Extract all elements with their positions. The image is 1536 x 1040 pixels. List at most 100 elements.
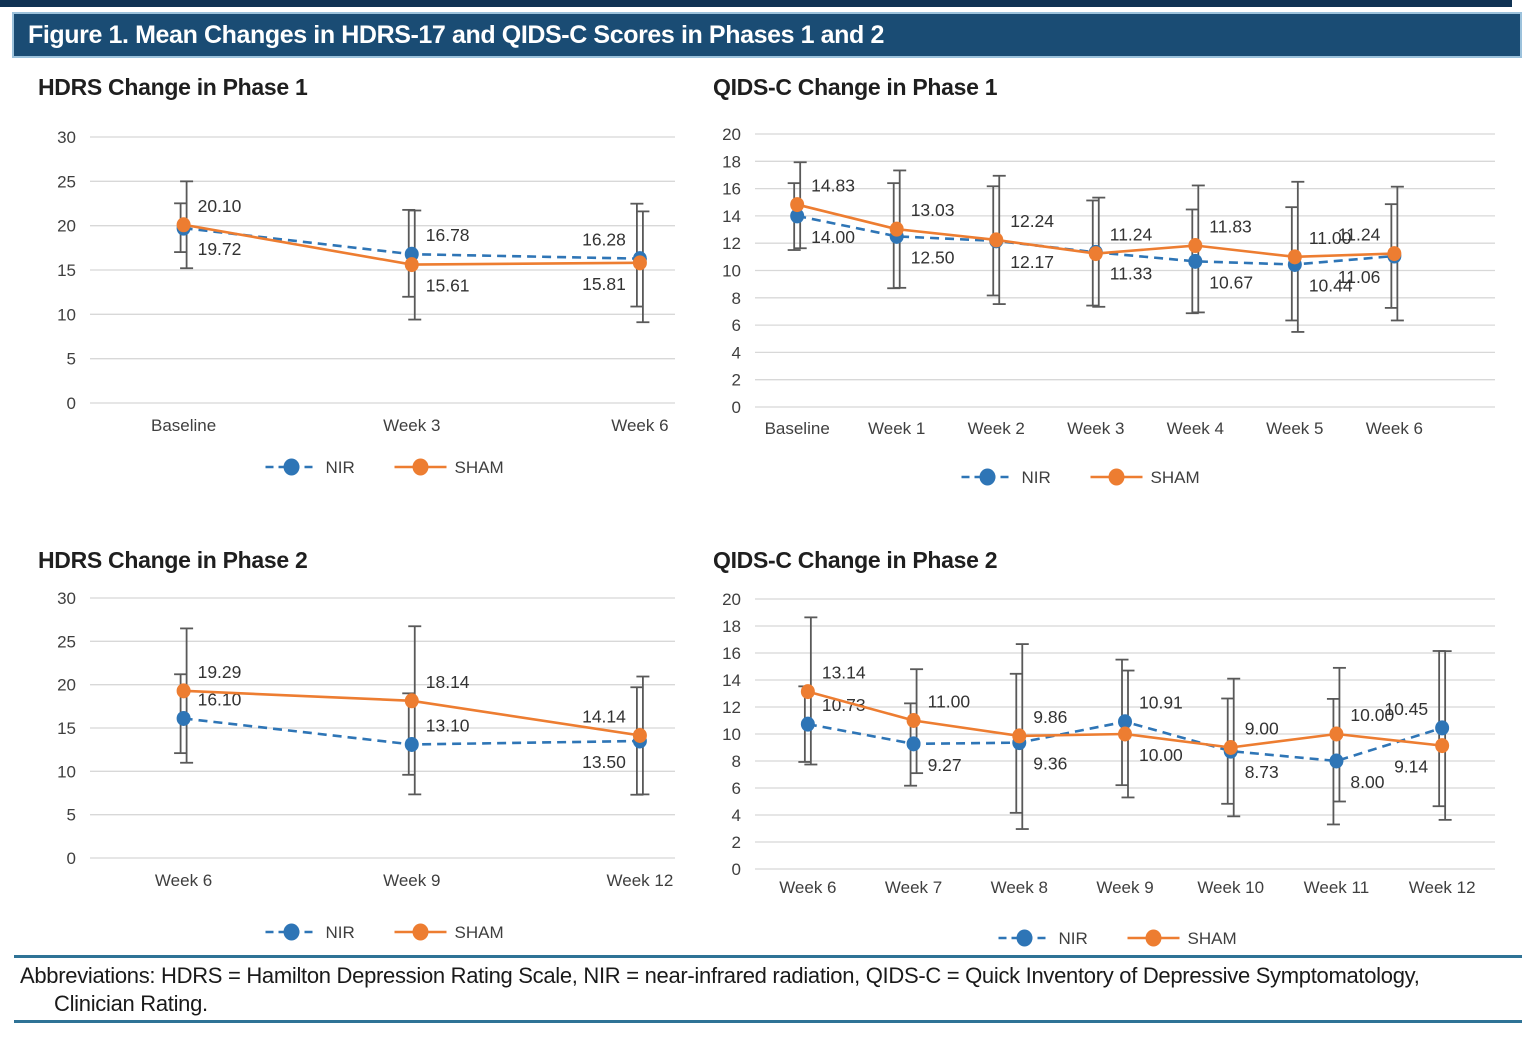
legend-marker-sham (412, 458, 429, 476)
nir-data-label: 11.06 (1338, 267, 1381, 287)
sham-data-label: 20.10 (198, 196, 242, 216)
y-tick-label: 18 (722, 617, 741, 636)
sham-data-label: 11.00 (928, 692, 971, 712)
sham-data-label: 15.81 (582, 274, 626, 294)
sham-data-label: 9.00 (1245, 719, 1279, 739)
sham-marker (1387, 246, 1402, 262)
y-tick-label: 16 (722, 644, 741, 663)
y-tick-label: 0 (67, 849, 76, 868)
legend-marker-sham (1145, 929, 1162, 947)
sham-data-label: 14.83 (811, 176, 855, 196)
nir-data-label: 10.67 (1209, 272, 1253, 292)
y-tick-label: 18 (722, 152, 741, 171)
legend-marker-nir (1016, 929, 1033, 947)
sham-marker (800, 684, 815, 700)
footer-abbreviations: Abbreviations: HDRS = Hamilton Depressio… (20, 962, 1525, 1018)
hdrs-phase1-chart: 0 5 10 15 20 25 30 Baseline Week 3 Week 6 19.72 16.… (57, 128, 675, 477)
y-tick-label: 4 (732, 343, 741, 362)
legend-marker-sham (412, 923, 429, 941)
sham-marker (1223, 740, 1238, 755)
sham-marker (1012, 728, 1027, 744)
legend-label-sham: SHAM (455, 923, 504, 942)
nir-marker (1188, 253, 1203, 269)
chart-title-hdrs-phase1: HDRS Change in Phase 1 (38, 74, 308, 100)
hdrs-phase2-chart: 0 5 10 15 20 25 30 Week 6 Week 9 Week 12 16.10 13.1… (57, 589, 675, 942)
legend-label-nir: NIR (1059, 929, 1088, 948)
legend-marker-sham (1108, 468, 1125, 486)
y-tick-label: 30 (57, 128, 76, 147)
sham-marker (176, 683, 191, 699)
legend-marker-nir (979, 468, 996, 486)
y-tick-label: 20 (722, 125, 741, 144)
sham-data-label: 10.00 (1350, 705, 1394, 725)
nir-data-label: 11.33 (1110, 263, 1153, 283)
sham-data-label: 14.14 (582, 706, 626, 726)
sham-data-label: 13.14 (822, 663, 866, 683)
sham-data-label: 15.61 (426, 276, 470, 296)
nir-marker (404, 246, 419, 262)
sham-data-label: 11.24 (1110, 225, 1153, 245)
sham-data-label: 11.83 (1209, 217, 1252, 237)
nir-marker (906, 736, 921, 752)
y-tick-label: 0 (732, 398, 741, 417)
sham-data-label: 11.24 (1338, 225, 1381, 245)
qidsc-phase1-chart: 0 2 4 6 8 10 12 14 16 18 20 Baseline Week 1 Week 2 Wee… (722, 125, 1495, 487)
nir-data-label: 10.91 (1139, 693, 1183, 713)
footer-rule-bottom (14, 1020, 1522, 1023)
y-tick-label: 5 (67, 350, 76, 369)
sham-data-label: 10.00 (1139, 745, 1183, 765)
sham-marker (404, 257, 419, 273)
x-axis-label: Week 4 (1167, 419, 1224, 438)
x-axis-label: Week 12 (1409, 878, 1476, 897)
y-tick-label: 6 (732, 316, 741, 335)
nir-data-label: 12.17 (1010, 252, 1054, 272)
y-tick-label: 2 (732, 833, 741, 852)
chart-title-qidsc-phase2: QIDS-C Change in Phase 2 (713, 547, 998, 573)
chart-title-hdrs-phase2: HDRS Change in Phase 2 (38, 547, 308, 573)
nir-marker (404, 736, 419, 752)
x-axis-label: Week 3 (1067, 419, 1124, 438)
sham-marker (176, 217, 191, 233)
x-axis-label: Week 6 (611, 416, 668, 435)
sham-marker (1287, 249, 1302, 265)
y-tick-label: 20 (722, 590, 741, 609)
nir-data-label: 9.36 (1033, 754, 1067, 774)
sham-data-label: 18.14 (426, 672, 470, 692)
y-tick-label: 10 (57, 762, 76, 781)
y-tick-label: 8 (732, 289, 741, 308)
nir-data-label: 19.72 (198, 239, 242, 259)
y-tick-label: 2 (732, 371, 741, 390)
y-tick-label: 16 (722, 180, 741, 199)
x-axis-label: Week 6 (1366, 419, 1423, 438)
nir-data-label: 16.10 (198, 689, 242, 709)
x-axis-label: Week 9 (383, 871, 440, 890)
figure-title-bar: Figure 1. Mean Changes in HDRS-17 and QI… (12, 12, 1522, 58)
x-axis-label: Week 7 (885, 878, 942, 897)
y-tick-label: 10 (722, 725, 741, 744)
x-axis-label: Week 2 (968, 419, 1025, 438)
legend-label-sham: SHAM (455, 458, 504, 477)
y-tick-label: 15 (57, 261, 76, 280)
y-tick-label: 14 (722, 207, 741, 226)
y-tick-label: 25 (57, 632, 76, 651)
legend-label-nir: NIR (1022, 468, 1051, 487)
sham-data-label: 9.14 (1394, 757, 1428, 777)
x-axis-label: Week 5 (1266, 419, 1323, 438)
sham-marker (1118, 726, 1132, 742)
nir-marker (1118, 714, 1132, 730)
footer-line1: Abbreviations: HDRS = Hamilton Depressio… (20, 963, 1420, 988)
nir-marker (1435, 720, 1450, 736)
y-tick-label: 8 (732, 752, 741, 771)
sham-marker (404, 693, 419, 709)
y-tick-label: 30 (57, 589, 76, 608)
x-axis-label: Week 1 (868, 419, 925, 438)
nir-data-label: 12.50 (911, 247, 955, 267)
y-tick-label: 10 (722, 262, 741, 281)
nir-data-label: 8.73 (1245, 762, 1279, 782)
nir-data-label: 13.50 (582, 752, 626, 772)
nir-data-label: 9.27 (928, 755, 962, 775)
y-tick-label: 6 (732, 779, 741, 798)
sham-marker (889, 221, 904, 237)
x-axis-label: Week 8 (991, 878, 1048, 897)
nir-data-label: 13.10 (426, 715, 470, 735)
